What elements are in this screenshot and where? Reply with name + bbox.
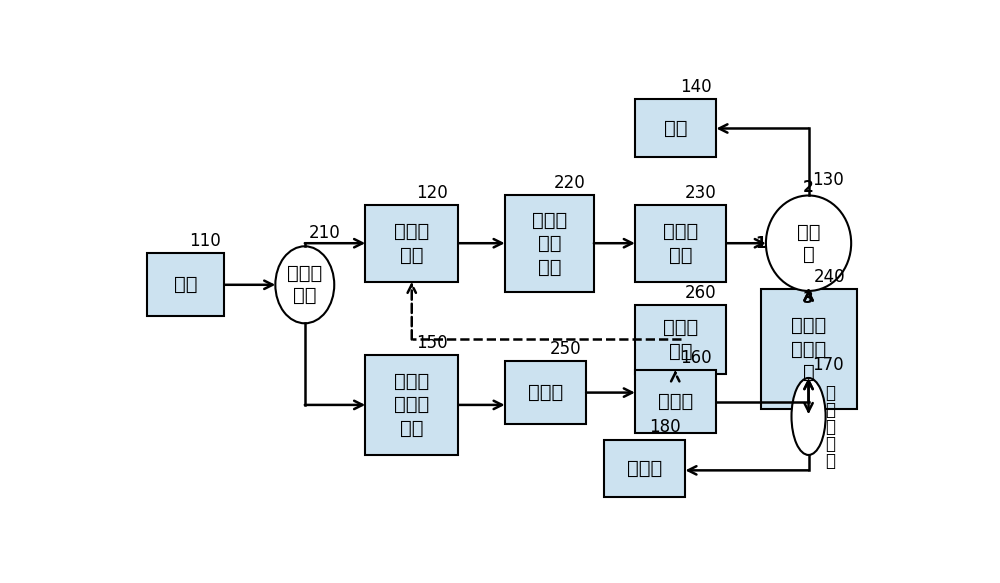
Text: 声光调
制器: 声光调 制器 <box>394 222 429 265</box>
FancyBboxPatch shape <box>365 355 458 455</box>
Text: 160: 160 <box>680 349 711 367</box>
Text: 波形发
生器: 波形发 生器 <box>663 318 698 361</box>
Text: 260: 260 <box>685 284 717 302</box>
Text: 2: 2 <box>803 181 814 195</box>
Ellipse shape <box>766 195 851 291</box>
Text: 170: 170 <box>812 356 844 374</box>
Text: 光纤: 光纤 <box>664 118 687 138</box>
FancyBboxPatch shape <box>604 440 685 497</box>
FancyBboxPatch shape <box>635 99 716 157</box>
Ellipse shape <box>792 378 826 455</box>
Text: 合: 合 <box>825 435 835 453</box>
Text: 1: 1 <box>755 236 766 251</box>
FancyBboxPatch shape <box>505 361 586 424</box>
Text: 带通滤
波器: 带通滤 波器 <box>663 222 698 265</box>
FancyBboxPatch shape <box>635 205 726 282</box>
Text: 扰偏器: 扰偏器 <box>528 383 563 402</box>
Ellipse shape <box>275 246 334 324</box>
Text: 130: 130 <box>812 171 844 189</box>
Text: 110: 110 <box>189 232 221 250</box>
Text: 一: 一 <box>825 401 835 419</box>
Text: 140: 140 <box>680 78 711 96</box>
Text: 220: 220 <box>554 174 586 192</box>
Text: 120: 120 <box>416 184 448 202</box>
FancyBboxPatch shape <box>505 195 594 292</box>
FancyBboxPatch shape <box>147 253 224 317</box>
Text: 第一光
纤放
大器: 第一光 纤放 大器 <box>532 210 567 276</box>
Text: 环形
器: 环形 器 <box>797 223 820 264</box>
FancyBboxPatch shape <box>365 205 458 282</box>
Text: 本振光
信号产
生器: 本振光 信号产 生器 <box>394 372 429 438</box>
Text: 240: 240 <box>814 268 845 286</box>
Text: 150: 150 <box>416 334 448 352</box>
Text: 光源: 光源 <box>174 275 197 294</box>
Text: 探测器: 探测器 <box>627 459 662 478</box>
Text: 250: 250 <box>550 340 581 358</box>
Text: 耦: 耦 <box>825 418 835 436</box>
Text: 230: 230 <box>685 184 717 202</box>
FancyBboxPatch shape <box>761 289 857 409</box>
Text: 器: 器 <box>825 452 835 470</box>
Text: 第二耦
合器: 第二耦 合器 <box>287 264 322 305</box>
Text: 第: 第 <box>825 384 835 402</box>
Text: 180: 180 <box>649 419 680 437</box>
Text: 210: 210 <box>309 224 340 243</box>
FancyBboxPatch shape <box>635 305 726 374</box>
FancyBboxPatch shape <box>635 370 716 433</box>
Text: 光开关: 光开关 <box>658 392 693 412</box>
Text: 3: 3 <box>803 291 814 306</box>
Text: 第二光
纤放大
器: 第二光 纤放大 器 <box>791 316 827 382</box>
